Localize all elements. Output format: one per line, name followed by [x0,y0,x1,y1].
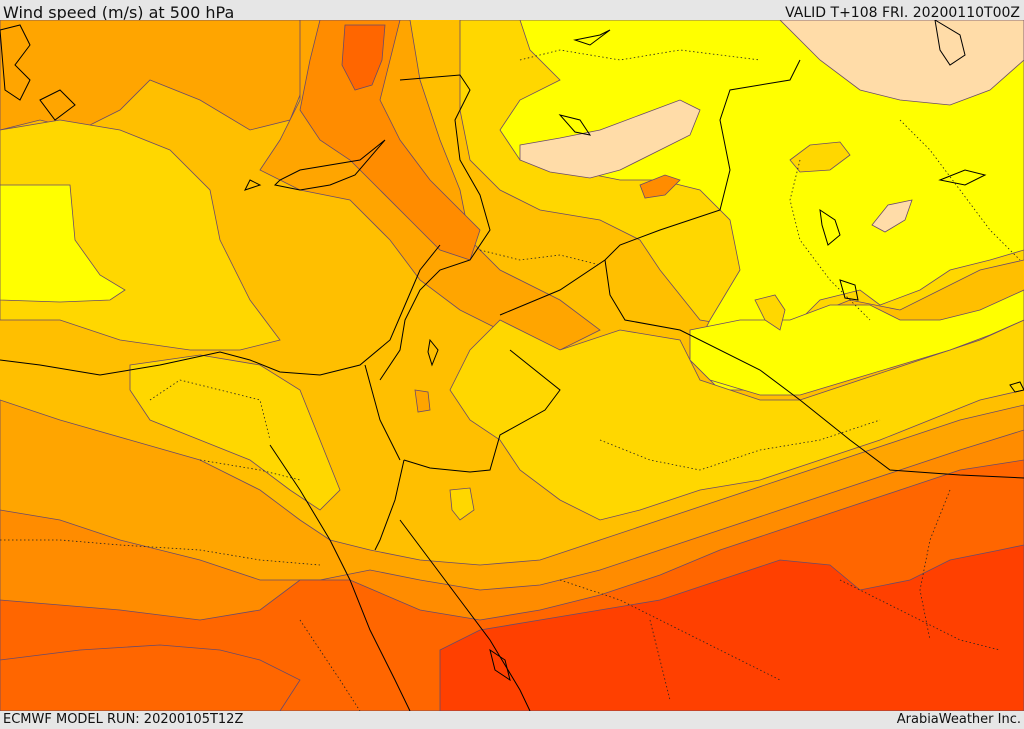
speed-core-orange-red-sw [0,644,301,711]
header-bar: Wind speed (m/s) at 500 hPa VALID T+108 … [0,0,1024,22]
footer-bar: ECMWF MODEL RUN: 20200105T12Z ArabiaWeat… [0,711,1024,729]
speed-band-lightest-1 [779,20,1024,106]
map-title: Wind speed (m/s) at 500 hPa [3,3,235,22]
model-run: ECMWF MODEL RUN: 20200105T12Z [3,712,244,727]
speed-core-orange-red [341,24,386,91]
speed-core-red-south [439,544,1024,711]
weather-map [0,20,1024,711]
admin-boundaries [0,49,1021,711]
speed-patch-3 [449,487,475,521]
speed-patch-1 [789,141,851,173]
speed-band-yellow-central [689,289,1024,396]
wind-speed-map-svg [0,20,1024,711]
speed-band-gold-central [449,319,1024,521]
valid-time: VALID T+108 FRI. 20200110T00Z [785,5,1020,21]
speed-band-yellow-west-core [0,184,126,303]
speed-patch-2 [754,294,786,331]
speed-patch-4 [639,174,681,199]
credit: ArabiaWeather Inc. [896,712,1021,727]
country-borders [269,59,1024,711]
speed-patch-5 [414,389,431,413]
speed-band-lightest-2 [519,99,701,179]
speed-band-lightest-3 [871,199,913,233]
coastlines [0,20,1024,682]
